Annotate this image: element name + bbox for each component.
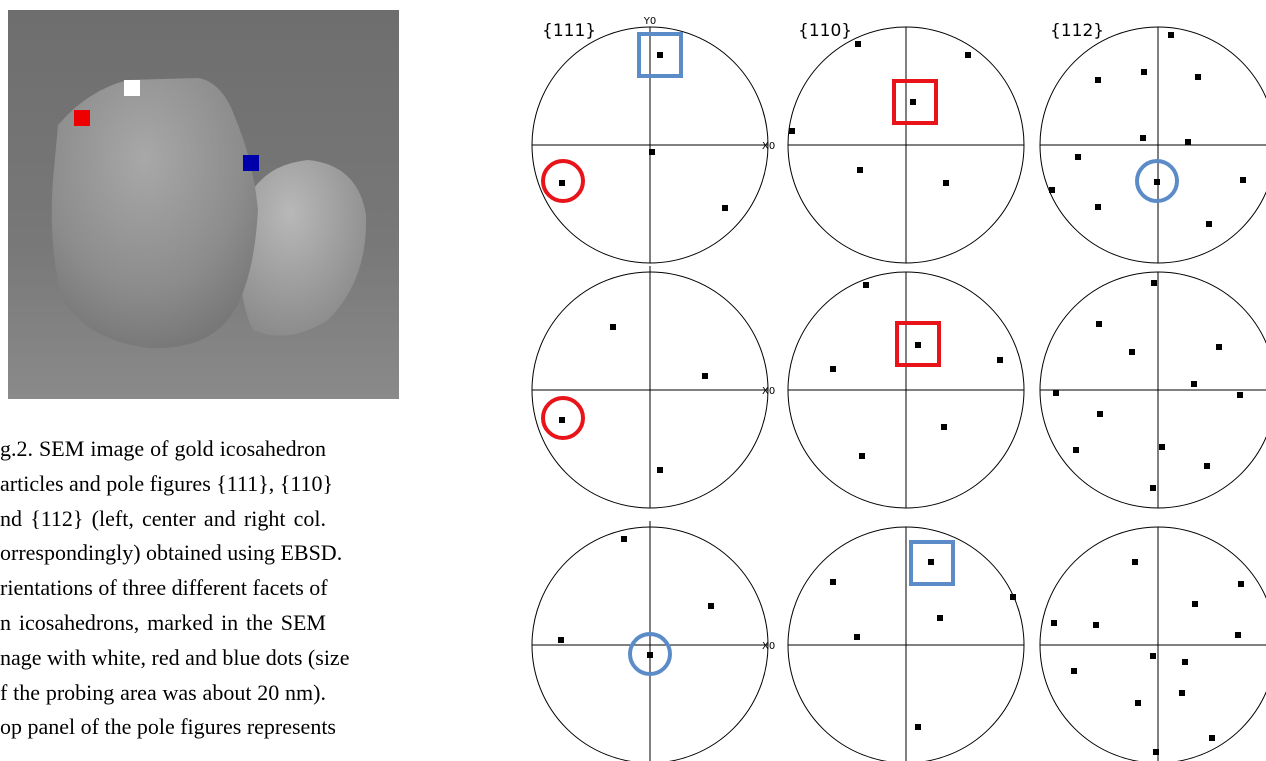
pole-dot — [1010, 594, 1016, 600]
pole-dot — [558, 637, 564, 643]
pole-dot — [1096, 321, 1102, 327]
pole-dot — [915, 342, 921, 348]
pole-dot — [1141, 69, 1147, 75]
pole-dot — [1159, 444, 1165, 450]
pole-dot — [610, 324, 616, 330]
pole-figures: {111} {110} {112} Y0 X0 X0 X0 — [0, 0, 1266, 761]
pole-dot — [1075, 154, 1081, 160]
pole-dot — [1182, 659, 1188, 665]
pole-dot — [647, 652, 653, 658]
pole-dot — [1209, 735, 1215, 741]
pole-dot — [1235, 632, 1241, 638]
pole-dot — [1049, 187, 1055, 193]
pole-dot — [1151, 280, 1157, 286]
pole-dot — [1154, 179, 1160, 185]
pole-dot — [830, 579, 836, 585]
axis-label: X0 — [762, 386, 775, 397]
pole-dot — [1140, 135, 1146, 141]
pole-dot — [1237, 392, 1243, 398]
pole-dot — [1216, 344, 1222, 350]
pole-dot — [1150, 653, 1156, 659]
column-label: {112} — [1050, 21, 1104, 41]
pole-dot — [657, 467, 663, 473]
pole-dot — [1071, 668, 1077, 674]
pole-dot — [910, 99, 916, 105]
pole-dot — [941, 424, 947, 430]
pole-dot — [702, 373, 708, 379]
pole-dot — [928, 559, 934, 565]
column-label: {111} — [542, 21, 596, 41]
pole-dot — [559, 417, 565, 423]
pole-dot — [1150, 485, 1156, 491]
pole-dot — [1238, 581, 1244, 587]
pole-dot — [1135, 700, 1141, 706]
pole-dot — [1073, 447, 1079, 453]
pole-dot — [1097, 411, 1103, 417]
pole-dot — [830, 366, 836, 372]
pole-dot — [937, 615, 943, 621]
pole-dot — [1192, 601, 1198, 607]
pole-dot — [559, 180, 565, 186]
pole-dot — [857, 167, 863, 173]
pole-dot — [997, 357, 1003, 363]
pole-circle — [1040, 527, 1266, 761]
pole-dot — [1195, 74, 1201, 80]
pole-dot — [1095, 204, 1101, 210]
pole-dot — [649, 149, 655, 155]
pole-dot — [621, 536, 627, 542]
pole-dot — [1051, 620, 1057, 626]
pole-dot — [1093, 622, 1099, 628]
pole-dot — [1132, 559, 1138, 565]
pole-dot — [1129, 349, 1135, 355]
pole-dot — [1206, 221, 1212, 227]
pole-dot — [1053, 390, 1059, 396]
pole-dot — [1191, 381, 1197, 387]
pole-dot — [1185, 139, 1191, 145]
pole-dot — [965, 52, 971, 58]
pole-dot — [863, 282, 869, 288]
pole-dot — [657, 52, 663, 58]
pole-dot — [1153, 749, 1159, 755]
pole-dot — [854, 634, 860, 640]
axis-label: Y0 — [643, 16, 656, 27]
pole-dot — [1095, 77, 1101, 83]
axis-label: X0 — [762, 141, 775, 152]
pole-dot — [915, 724, 921, 730]
pole-dot — [1168, 32, 1174, 38]
column-label: {110} — [798, 21, 852, 41]
pole-dot — [1204, 463, 1210, 469]
pole-dot — [1179, 690, 1185, 696]
pole-dot — [722, 205, 728, 211]
pole-dot — [859, 453, 865, 459]
pole-dot — [708, 603, 714, 609]
axis-label: X0 — [762, 641, 775, 652]
pole-dot — [855, 41, 861, 47]
pole-dot — [1240, 177, 1246, 183]
pole-dot — [789, 128, 795, 134]
pole-dot — [943, 180, 949, 186]
page: g.2. SEM image of gold icosahedronarticl… — [0, 0, 1266, 761]
